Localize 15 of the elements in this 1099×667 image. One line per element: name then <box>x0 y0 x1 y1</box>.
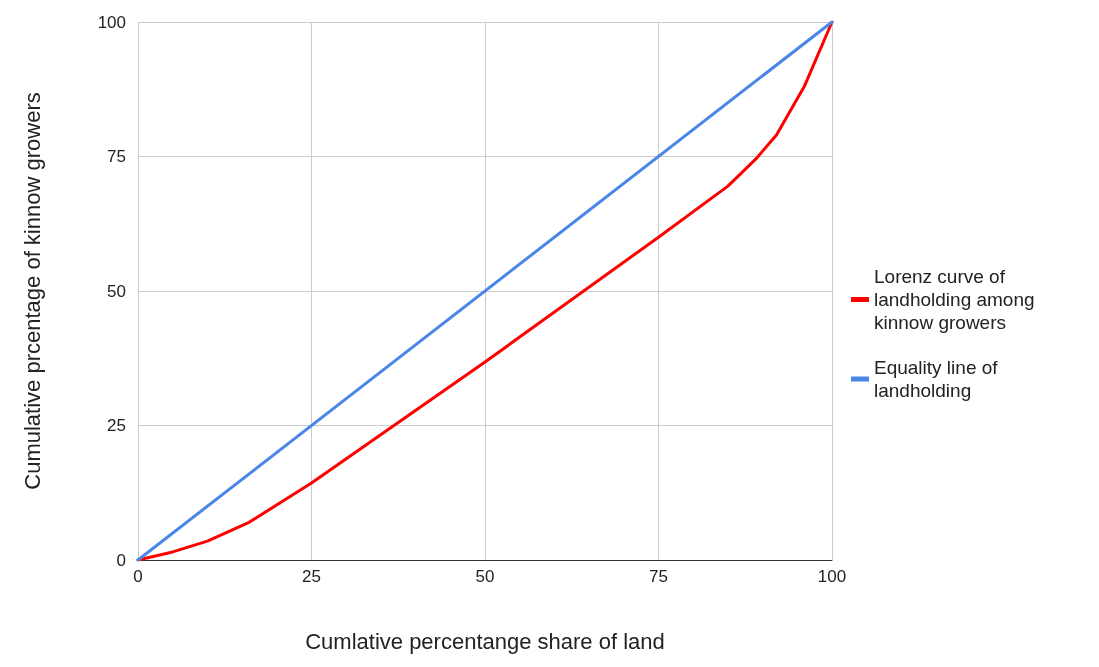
y-tick-label: 100 <box>97 12 126 32</box>
x-tick-label: 0 <box>133 567 143 586</box>
y-tick-label: 75 <box>107 147 126 166</box>
x-tick-label: 75 <box>649 567 668 586</box>
x-tick-label: 25 <box>302 567 321 586</box>
y-tick-label: 50 <box>107 281 126 301</box>
y-axis-title: Cumulative prcentage of kinnow growers <box>19 92 45 490</box>
x-tick-label: 100 <box>817 567 847 586</box>
x-tick-label: 50 <box>475 567 495 586</box>
y-tick-label: 0 <box>116 550 126 570</box>
legend-label: Lorenz curve of landholding among kinnow growers <box>874 266 1040 333</box>
line-series <box>136 20 834 562</box>
x-axis-title: Cumlative percentange share of land <box>305 628 665 654</box>
y-tick-label: 25 <box>107 416 126 435</box>
legend-label: Equality line of landholding <box>874 357 1003 401</box>
